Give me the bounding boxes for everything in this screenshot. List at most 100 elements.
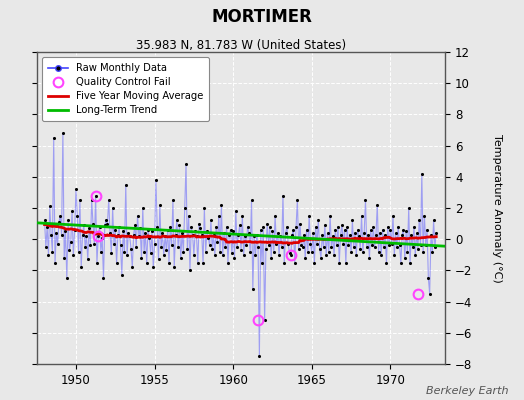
Point [52,230,61,236]
Point [352,252,361,258]
Point [386,227,395,233]
Point [199,259,207,266]
Point [175,222,183,228]
Point [65,247,73,253]
Point [123,252,131,258]
Point [406,259,414,266]
Point [420,212,429,219]
Point [189,231,197,238]
Point [376,230,384,236]
Point [423,227,431,233]
Point [279,192,287,199]
Point [241,233,249,239]
Point [277,244,286,250]
Point [183,245,191,252]
Point [111,227,119,233]
Point [344,242,353,249]
Point [260,317,269,324]
Point [314,217,323,224]
Point [356,245,364,252]
Point [232,208,240,214]
Point [244,224,252,230]
Point [115,224,123,230]
Point [77,264,85,270]
Point [173,217,181,224]
Point [311,224,320,230]
Point [69,252,78,258]
Point [302,227,311,233]
Point [174,244,182,250]
Point [225,231,234,238]
Text: MORTIMER: MORTIMER [212,8,312,26]
Point [428,248,436,255]
Point [274,230,282,236]
Point [134,212,142,219]
Title: 35.983 N, 81.783 W (United States): 35.983 N, 81.783 W (United States) [136,39,346,52]
Point [157,244,166,250]
Point [234,231,243,238]
Point [350,244,358,250]
Point [291,259,299,266]
Point [346,231,354,238]
Point [368,242,376,249]
Point [102,217,111,224]
Point [228,250,236,256]
Point [187,224,195,230]
Point [343,224,352,230]
Point [383,259,391,266]
Point [48,248,57,255]
Point [275,252,283,258]
Point [71,227,79,233]
Point [198,231,206,238]
Point [360,230,368,236]
Point [384,224,392,230]
Point [181,205,189,211]
Point [93,259,101,266]
Point [110,241,118,247]
Point [377,252,386,258]
Point [177,255,185,261]
Point [410,224,418,230]
Point [415,217,423,224]
Point [258,259,266,266]
Text: Berkeley Earth: Berkeley Earth [426,386,508,396]
Point [128,264,136,270]
Point [98,234,106,241]
Point [210,231,218,238]
Point [394,224,402,230]
Point [122,181,130,188]
Point [159,252,168,258]
Point [55,219,63,225]
Point [131,222,139,228]
Point [293,197,301,203]
Point [268,228,277,234]
Point [263,220,271,227]
Point [238,212,246,219]
Point [331,227,340,233]
Point [242,242,250,249]
Point [369,224,378,230]
Point [323,230,332,236]
Point [283,224,291,230]
Point [267,255,276,261]
Point [413,245,422,252]
Point [57,231,66,238]
Point [222,224,231,230]
Point [266,224,274,230]
Point [247,197,256,203]
Point [186,267,194,274]
Point [329,233,337,239]
Point [43,224,51,230]
Point [141,230,150,236]
Point [106,230,114,236]
Point [144,227,152,233]
Point [425,290,434,297]
Point [192,233,201,239]
Point [271,212,279,219]
Point [206,217,215,224]
Point [143,259,151,266]
Point [246,248,254,255]
Point [354,227,362,233]
Point [326,212,334,219]
Point [216,248,224,255]
